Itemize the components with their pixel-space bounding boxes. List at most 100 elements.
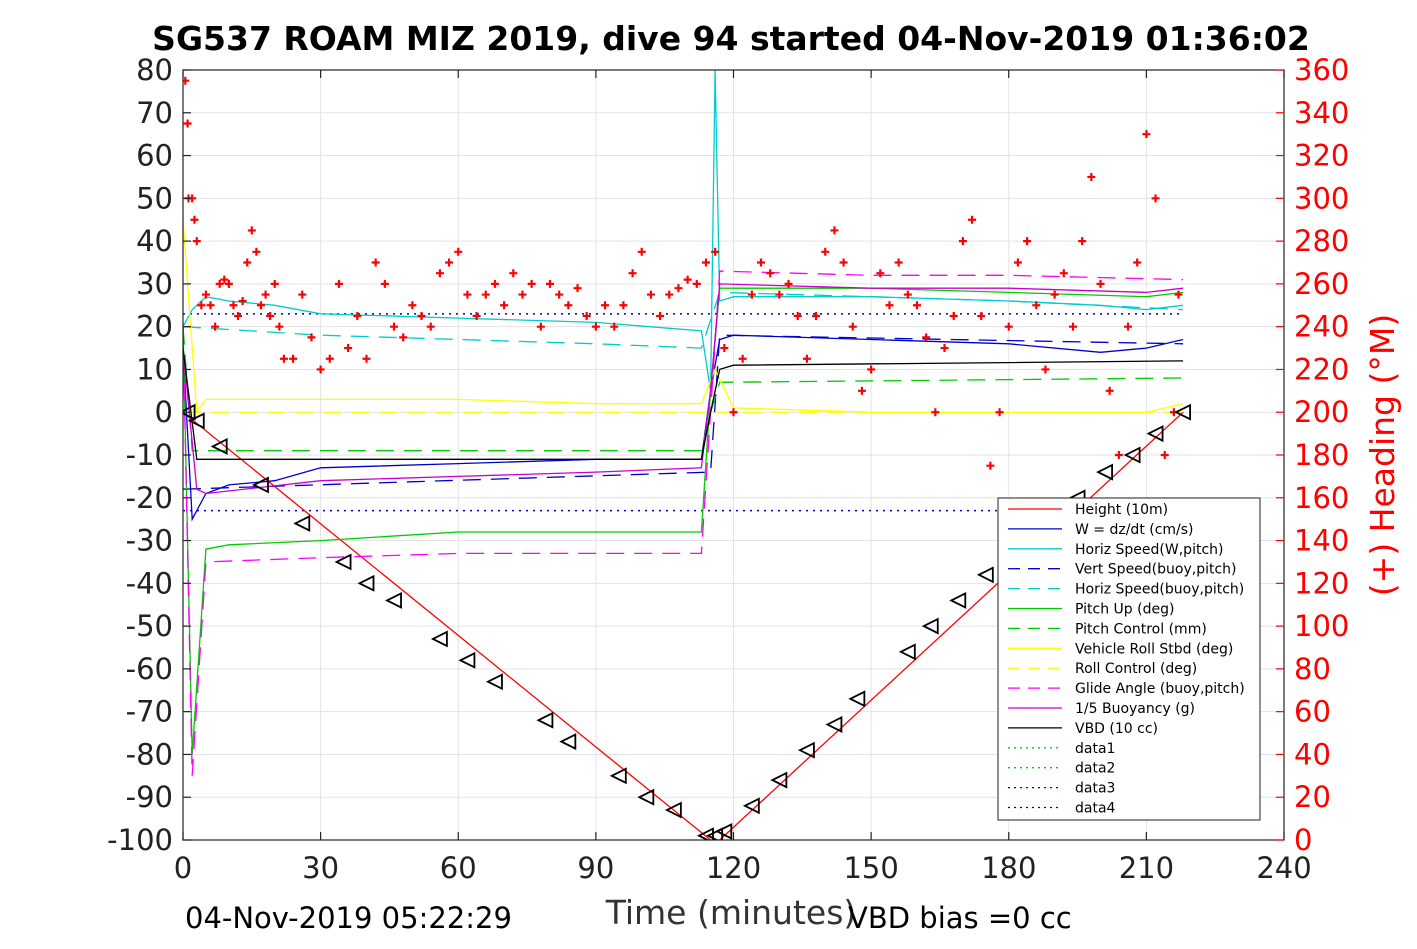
depth-marker — [430, 630, 448, 648]
heading-point — [1059, 269, 1068, 278]
heading-point — [665, 290, 674, 299]
depth-marker — [715, 822, 733, 840]
right-tick-label: 240 — [1294, 310, 1349, 344]
heading-point — [1174, 290, 1183, 299]
heading-point — [256, 301, 265, 310]
right-tick-label: 60 — [1294, 695, 1331, 729]
heading-point — [949, 311, 958, 320]
heading-point — [399, 333, 408, 342]
x-tick-label: 90 — [577, 851, 614, 885]
heading-point — [582, 311, 591, 320]
heading-point — [211, 322, 220, 331]
heading-point — [775, 290, 784, 299]
heading-point — [1041, 365, 1050, 374]
heading-point — [830, 226, 839, 235]
axes: 0 30 60 90 120 150 180 210 24080706050403020100-… — [107, 53, 1349, 885]
heading-point — [334, 279, 343, 288]
heading-point — [192, 237, 201, 246]
heading-point — [252, 247, 261, 256]
footer-vbd-bias: VBD bias =0 cc — [848, 901, 1072, 935]
heading-point — [610, 322, 619, 331]
heading-point — [220, 275, 229, 284]
depth-marker — [559, 733, 577, 751]
heading-point — [238, 297, 247, 305]
heading-point — [729, 408, 738, 417]
heading-point — [995, 408, 1004, 417]
heading-point — [968, 215, 977, 224]
right-tick-label: 360 — [1294, 53, 1349, 87]
heading-point — [867, 365, 876, 374]
x-tick-label: 240 — [1256, 851, 1311, 885]
heading-point — [977, 311, 986, 320]
y-tick-label: 40 — [136, 224, 173, 258]
y-tick-label: -50 — [126, 609, 173, 643]
heading-point — [1068, 322, 1077, 331]
heading-point — [1160, 451, 1169, 459]
heading-point — [1050, 290, 1059, 299]
series-line — [183, 334, 1184, 490]
right-tick-label: 320 — [1294, 139, 1349, 173]
heading-point — [637, 247, 646, 256]
right-tick-label: 140 — [1294, 524, 1349, 558]
right-tick-label: 180 — [1294, 438, 1349, 472]
depth-marker — [187, 412, 205, 430]
depth-marker — [536, 711, 554, 729]
heading-point — [224, 279, 233, 288]
heading-point — [454, 247, 463, 256]
legend-label: data3 — [1075, 781, 1115, 797]
legend-label: data2 — [1075, 761, 1115, 777]
x-tick-label: 150 — [843, 851, 898, 885]
data-layer — [183, 70, 1191, 840]
x-tick-label: 60 — [440, 851, 477, 885]
depth-marker — [485, 673, 503, 691]
right-tick-label: 20 — [1294, 780, 1331, 814]
heading-point — [518, 290, 527, 299]
heading-point — [1023, 237, 1032, 246]
heading-point — [555, 290, 564, 299]
x-tick-label: 210 — [1119, 851, 1174, 885]
heading-point — [812, 311, 821, 320]
x-tick-label: 0 — [174, 851, 192, 885]
depth-marker — [1146, 425, 1164, 443]
heading-point — [206, 301, 215, 310]
right-tick-label: 80 — [1294, 652, 1331, 686]
heading-point — [408, 301, 417, 310]
heading-point — [738, 354, 747, 363]
heading-point — [913, 301, 921, 310]
depth-marker — [770, 771, 788, 789]
heading-point — [344, 344, 353, 353]
heading-point — [656, 311, 665, 320]
legend-box — [997, 497, 1261, 821]
series-line — [183, 411, 1184, 840]
depth-marker — [1123, 446, 1141, 464]
y-tick-label: -60 — [126, 652, 173, 686]
heading-point — [490, 279, 499, 288]
heading-point — [802, 354, 811, 363]
heading-point — [472, 311, 481, 320]
y-tick-label: -10 — [126, 438, 173, 472]
y-tick-label: -40 — [126, 566, 173, 600]
depth-marker — [385, 591, 402, 609]
heading-point — [1124, 322, 1133, 331]
heading-point — [390, 322, 399, 331]
heading-point — [1114, 451, 1123, 459]
heading-point — [683, 275, 692, 284]
right-axis-label: (+) Heading (°M) — [1363, 314, 1402, 596]
depth-marker — [210, 437, 228, 455]
heading-point — [183, 76, 190, 85]
y-tick-label: 30 — [136, 267, 173, 301]
heading-point — [922, 333, 931, 342]
heading-point — [857, 386, 866, 395]
heading-point — [380, 279, 389, 288]
depth-marker — [637, 788, 655, 806]
depth-marker — [921, 617, 939, 635]
y-tick-label: 10 — [136, 352, 173, 386]
y-tick-label: -20 — [126, 481, 173, 515]
heading-point — [266, 311, 275, 320]
series-line — [183, 291, 1184, 349]
right-tick-label: 40 — [1294, 737, 1331, 771]
heading-point — [229, 301, 238, 310]
y-tick-label: -100 — [107, 823, 173, 857]
heading-point — [903, 290, 912, 299]
